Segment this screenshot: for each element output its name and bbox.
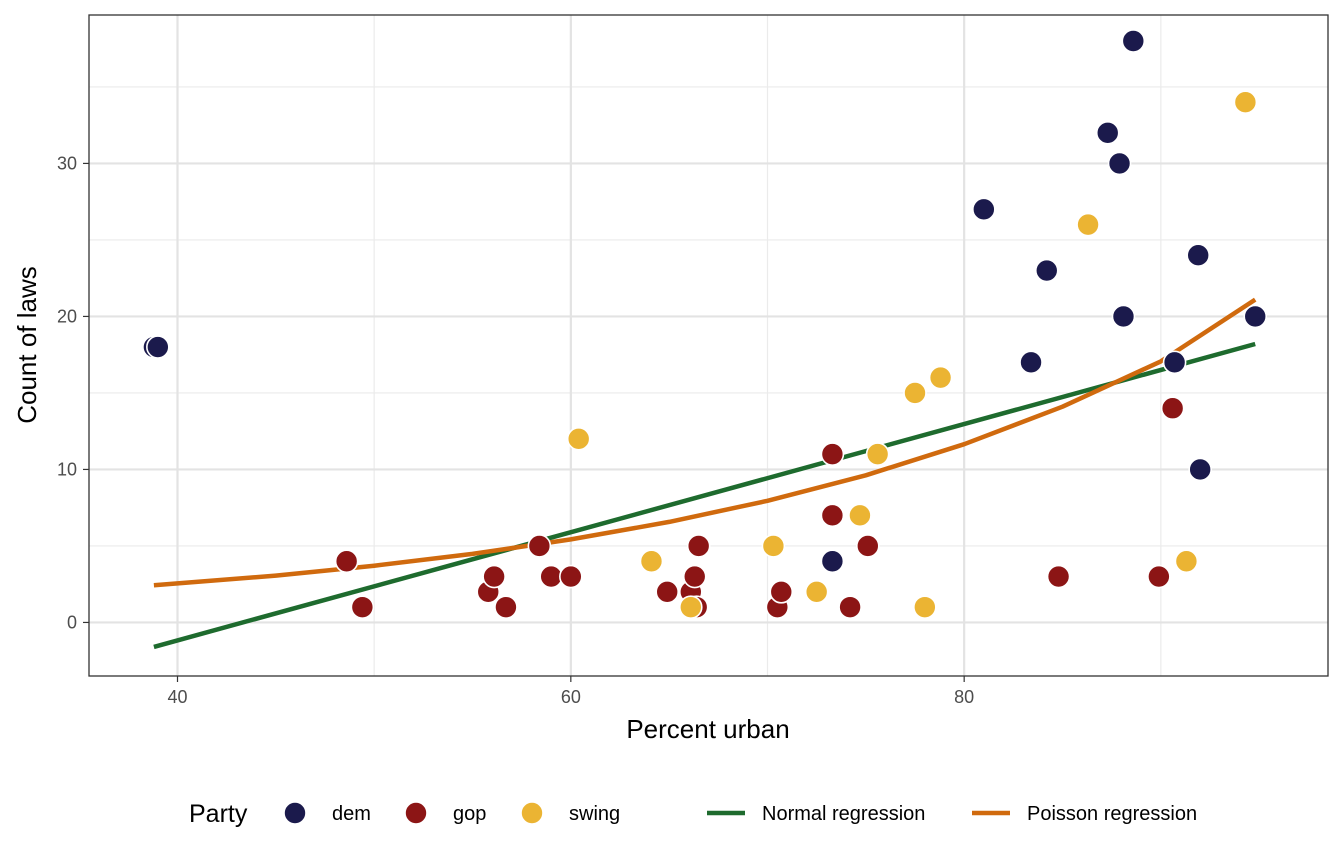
x-tick-label: 80 (954, 687, 974, 707)
y-tick-label: 0 (67, 612, 77, 632)
regression-line-normal-regression (153, 341, 1256, 650)
data-point-swing (865, 442, 890, 466)
data-point-dem (1034, 258, 1059, 283)
data-point-dem (1186, 243, 1210, 268)
data-point-dem (1111, 304, 1136, 329)
data-point-gop (559, 564, 583, 589)
legend-label-line: Poisson regression (1027, 803, 1197, 825)
major-gridlines (89, 15, 1328, 676)
x-tick-label: 40 (167, 687, 187, 707)
data-point-swing (639, 549, 664, 574)
data-point-swing (913, 595, 937, 619)
data-point-gop (482, 564, 506, 589)
data-point-gop (838, 595, 862, 619)
plot-panel (89, 15, 1328, 676)
data-point-swing (761, 534, 786, 558)
data-point-gop (527, 534, 552, 558)
data-point-gop (334, 549, 359, 574)
legend-key-swing (520, 801, 544, 825)
legend-label-dem: dem (332, 803, 371, 825)
data-point-gop (686, 534, 711, 558)
legend: Party dem gop swing Normal regression Poisso… (189, 800, 1197, 828)
data-point-swing (678, 595, 703, 619)
data-point-swing (903, 381, 927, 405)
x-tick-label: 60 (561, 687, 581, 707)
data-point-dem (1162, 350, 1187, 375)
plot-border (88, 14, 1329, 677)
data-point-dem (1188, 457, 1212, 482)
legend-key-dem (283, 801, 307, 825)
data-point-gop (682, 564, 707, 589)
data-point-gop (1147, 564, 1171, 589)
data-point-dem (146, 335, 170, 359)
y-tick-label: 20 (57, 306, 77, 326)
legend-label-gop: gop (453, 803, 486, 825)
data-point-dem (1095, 121, 1120, 145)
regression-line-poisson-regression (153, 297, 1257, 588)
data-point-dem (1243, 304, 1268, 329)
data-points (142, 29, 1268, 619)
y-axis-title: Count of laws (12, 266, 42, 424)
data-point-dem (1121, 29, 1146, 53)
data-point-swing (1233, 90, 1258, 115)
regression-lines (153, 297, 1257, 650)
data-point-swing (566, 427, 591, 451)
data-point-swing (1076, 212, 1100, 237)
legend-label-swing: swing (569, 803, 620, 825)
data-point-dem (972, 197, 996, 222)
data-point-gop (855, 534, 880, 558)
data-point-gop (539, 564, 563, 589)
data-point-dem (1019, 350, 1043, 375)
data-point-dem (1107, 151, 1132, 176)
data-point-gop (820, 442, 845, 466)
data-point-swing (804, 580, 829, 604)
data-point-swing (928, 365, 953, 390)
data-point-gop (769, 580, 794, 604)
data-point-gop (350, 595, 375, 619)
y-tick-label: 10 (57, 459, 77, 479)
data-point-gop (494, 595, 518, 619)
data-point-gop (1046, 564, 1071, 589)
x-axis-ticks: 40 60 80 (167, 676, 974, 707)
legend-key-gop (404, 801, 428, 825)
y-axis-ticks: 0 10 20 30 (57, 153, 89, 632)
data-point-swing (848, 503, 872, 528)
x-axis-title: Percent urban (626, 714, 789, 744)
data-point-dem (820, 549, 845, 574)
legend-label-line: Normal regression (762, 803, 925, 825)
data-point-gop (820, 503, 845, 528)
data-point-gop (1160, 396, 1185, 421)
data-point-gop (655, 580, 680, 604)
legend-title: Party (189, 800, 248, 828)
y-tick-label: 30 (57, 153, 77, 173)
data-point-swing (1174, 549, 1199, 574)
